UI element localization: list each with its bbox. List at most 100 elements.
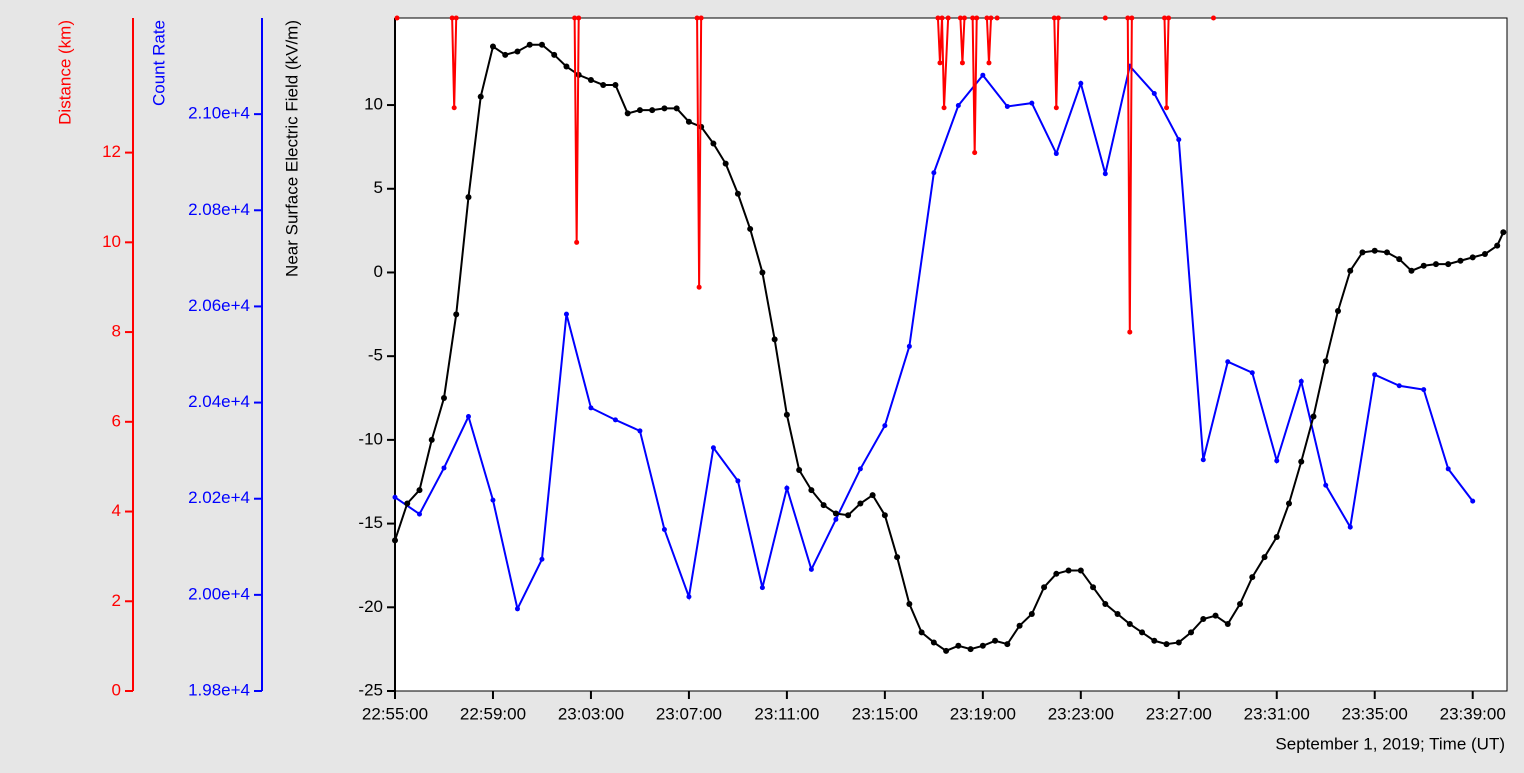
data-point bbox=[1383, 249, 1390, 256]
data-point bbox=[1114, 610, 1121, 617]
data-point bbox=[882, 423, 888, 429]
data-point bbox=[514, 48, 521, 55]
data-point bbox=[935, 15, 941, 21]
data-point bbox=[832, 510, 839, 517]
data-point bbox=[1065, 567, 1072, 574]
data-point bbox=[833, 516, 839, 522]
data-point bbox=[1102, 15, 1108, 21]
x-tick-label: 23:19:00 bbox=[950, 704, 1016, 723]
data-point bbox=[970, 15, 976, 21]
data-point bbox=[796, 467, 803, 474]
data-point bbox=[1188, 629, 1195, 636]
y-tick-label: 2.02e+4 bbox=[188, 488, 250, 507]
data-point bbox=[1494, 242, 1501, 249]
data-point bbox=[441, 465, 447, 471]
data-point bbox=[808, 487, 815, 494]
y-tick-label: -20 bbox=[358, 597, 383, 616]
data-point bbox=[979, 642, 986, 649]
data-point bbox=[1286, 500, 1293, 507]
data-point bbox=[784, 485, 790, 491]
x-tick-label: 22:59:00 bbox=[460, 704, 526, 723]
data-point bbox=[1029, 100, 1035, 106]
data-point bbox=[1129, 15, 1135, 21]
data-point bbox=[1139, 629, 1146, 636]
data-point bbox=[857, 500, 864, 507]
data-point bbox=[551, 51, 558, 58]
data-point bbox=[1445, 261, 1452, 268]
data-point bbox=[931, 170, 937, 176]
data-point bbox=[820, 502, 827, 509]
y-axis-title: Count Rate bbox=[149, 20, 168, 106]
data-point bbox=[490, 497, 496, 503]
y-tick-label: 2.10e+4 bbox=[188, 104, 250, 123]
data-point bbox=[1298, 458, 1305, 465]
data-point bbox=[1347, 524, 1353, 530]
data-point bbox=[394, 15, 400, 21]
data-point bbox=[980, 72, 986, 78]
data-point bbox=[673, 105, 680, 112]
data-point bbox=[1053, 151, 1059, 157]
data-point bbox=[974, 15, 980, 21]
data-point bbox=[759, 585, 765, 591]
x-tick-label: 23:31:00 bbox=[1244, 704, 1310, 723]
data-point bbox=[1078, 80, 1084, 86]
y-tick-label: 1.98e+4 bbox=[188, 680, 250, 699]
data-point bbox=[1016, 622, 1023, 629]
y-axis-title: Near Surface Electric Field (kV/m) bbox=[282, 20, 301, 277]
y-tick-label: 2 bbox=[112, 591, 121, 610]
data-point bbox=[453, 311, 460, 318]
data-point bbox=[941, 105, 947, 111]
data-point bbox=[1421, 387, 1427, 393]
data-point bbox=[1004, 641, 1011, 648]
data-point bbox=[1200, 457, 1206, 463]
data-point bbox=[1051, 15, 1057, 21]
data-point bbox=[710, 445, 716, 451]
data-point bbox=[451, 105, 457, 111]
data-point bbox=[961, 15, 967, 21]
data-point bbox=[502, 51, 509, 58]
data-point bbox=[1310, 413, 1317, 420]
data-point bbox=[1481, 251, 1488, 258]
data-point bbox=[986, 60, 992, 66]
data-point bbox=[1175, 639, 1182, 646]
data-point bbox=[612, 81, 619, 88]
x-tick-label: 23:07:00 bbox=[656, 704, 722, 723]
data-point bbox=[1200, 616, 1207, 623]
x-tick-label: 22:55:00 bbox=[362, 704, 428, 723]
y-tick-label: 2.08e+4 bbox=[188, 200, 250, 219]
data-point bbox=[1055, 15, 1061, 21]
data-point bbox=[957, 15, 963, 21]
data-point bbox=[574, 239, 580, 245]
data-point bbox=[685, 118, 692, 125]
data-point bbox=[698, 15, 704, 21]
data-point bbox=[1396, 256, 1403, 263]
x-tick-label: 23:39:00 bbox=[1440, 704, 1506, 723]
data-point bbox=[538, 41, 545, 48]
data-point bbox=[453, 15, 459, 21]
y-tick-label: 12 bbox=[102, 142, 121, 161]
data-point bbox=[869, 492, 876, 499]
data-point bbox=[1457, 257, 1464, 264]
data-point bbox=[1163, 641, 1170, 648]
data-point bbox=[939, 15, 945, 21]
data-point bbox=[994, 15, 1000, 21]
data-point bbox=[955, 642, 962, 649]
data-point bbox=[1445, 466, 1451, 472]
data-point bbox=[1237, 600, 1244, 607]
data-point bbox=[1371, 247, 1378, 254]
x-axis-title: September 1, 2019; Time (UT) bbox=[1275, 734, 1505, 753]
y-tick-label: 2.00e+4 bbox=[188, 584, 250, 603]
data-point bbox=[1432, 261, 1439, 268]
data-point bbox=[1164, 105, 1170, 111]
data-point bbox=[984, 15, 990, 21]
data-point bbox=[612, 417, 618, 423]
data-point bbox=[649, 107, 656, 114]
x-tick-label: 23:15:00 bbox=[852, 704, 918, 723]
data-point bbox=[624, 110, 631, 117]
data-point bbox=[1273, 533, 1280, 540]
data-point bbox=[906, 343, 912, 349]
data-point bbox=[945, 15, 951, 21]
data-point bbox=[1151, 637, 1158, 644]
data-point bbox=[465, 194, 472, 201]
